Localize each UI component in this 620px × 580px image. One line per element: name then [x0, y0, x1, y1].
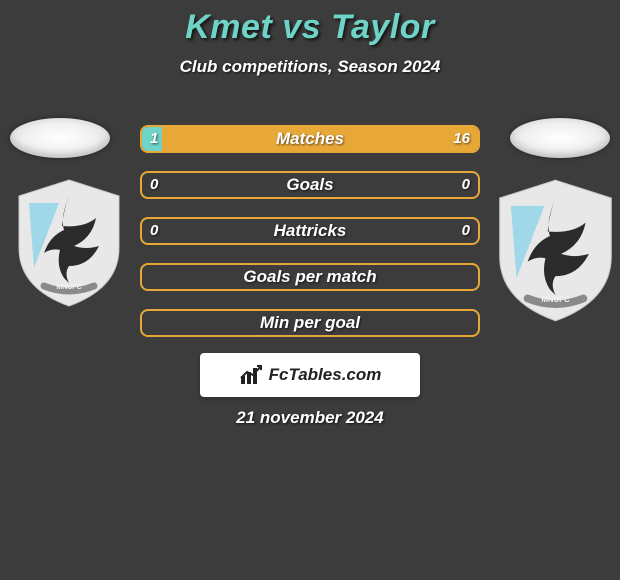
- stat-value-left: 1: [142, 127, 166, 151]
- stat-label: Goals per match: [142, 265, 478, 289]
- club-badge-right: MNUFC: [493, 178, 618, 323]
- svg-text:MNUFC: MNUFC: [541, 295, 570, 304]
- stat-value-left: 0: [142, 173, 166, 197]
- player-photo-right: [510, 118, 610, 158]
- club-badge-left: MNUFC: [14, 178, 124, 308]
- player-photo-left: [10, 118, 110, 158]
- comparison-title: Kmet vs Taylor: [0, 0, 620, 47]
- stat-row: Goals0 0: [140, 171, 480, 199]
- stat-value-right: 0: [454, 219, 478, 243]
- stat-value-left: 0: [142, 219, 166, 243]
- stat-row: Goals per match: [140, 263, 480, 291]
- svg-text:MNUFC: MNUFC: [56, 284, 81, 291]
- brand-badge: FcTables.com: [200, 353, 420, 397]
- stat-label: Goals: [142, 173, 478, 197]
- stat-row: Min per goal: [140, 309, 480, 337]
- stat-row: Matches1 16: [140, 125, 480, 153]
- brand-chart-icon: [239, 364, 265, 386]
- brand-text: FcTables.com: [269, 365, 382, 385]
- comparison-subtitle: Club competitions, Season 2024: [0, 57, 620, 77]
- stat-value-right: 0: [454, 173, 478, 197]
- stat-label: Matches: [142, 127, 478, 151]
- stat-row: Hattricks0 0: [140, 217, 480, 245]
- stat-value-right: 16: [445, 127, 478, 151]
- snapshot-date: 21 november 2024: [0, 408, 620, 428]
- stat-bars: Matches116Goals00Hattricks00Goals per ma…: [140, 125, 480, 355]
- stat-label: Min per goal: [142, 311, 478, 335]
- stat-label: Hattricks: [142, 219, 478, 243]
